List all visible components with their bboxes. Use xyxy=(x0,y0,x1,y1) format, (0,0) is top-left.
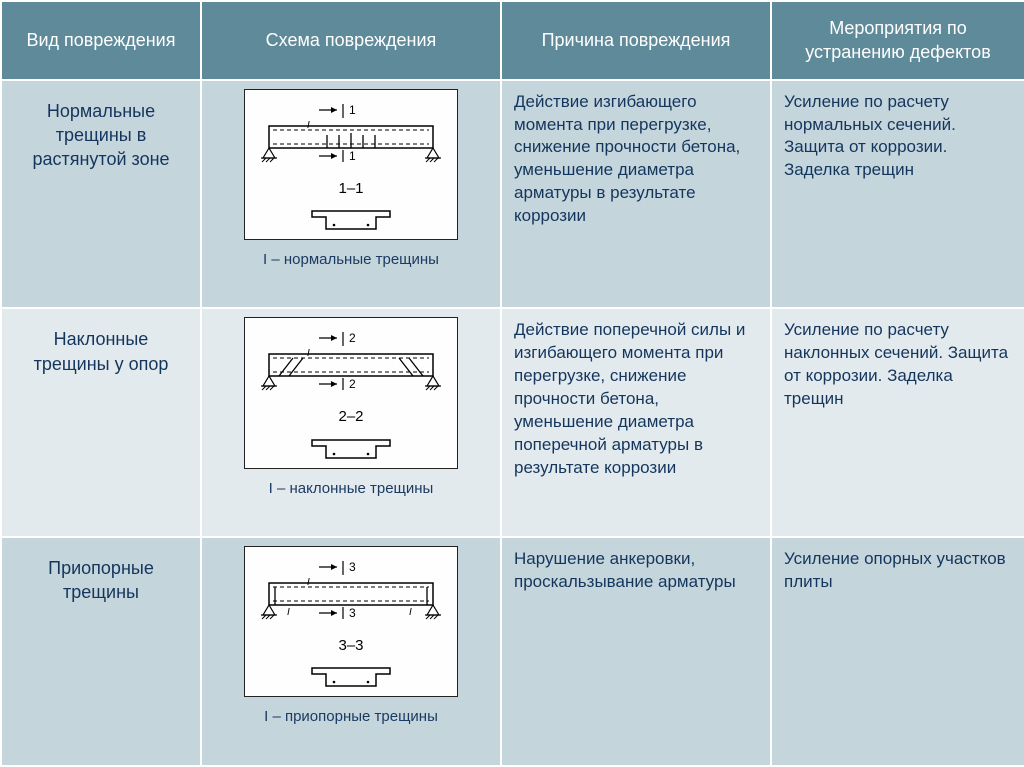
diagram-box: 2 2 I 2–2 xyxy=(244,317,458,468)
table-row: Приопорные трещины 3 3 I I I xyxy=(1,537,1024,766)
damage-type: Приопорные трещины xyxy=(1,537,201,766)
diagram-caption: I – наклонные трещины xyxy=(208,479,494,499)
header-type: Вид повреждения xyxy=(1,1,201,80)
damage-fix: Усиление опорных участков плиты xyxy=(771,537,1024,766)
header-row: Вид повреждения Схема повреждения Причин… xyxy=(1,1,1024,80)
damage-fix: Усиление по расчету наклонных сечений. З… xyxy=(771,308,1024,537)
diagram-caption: I – приопорные трещины xyxy=(208,707,494,727)
damage-type: Нормальные трещины в растянутой зоне xyxy=(1,80,201,309)
diagram-box: 3 3 I I I 3–3 xyxy=(244,546,458,697)
table-row: Наклонные трещины у опор 2 2 I xyxy=(1,308,1024,537)
damage-schema: 2 2 I 2–2 I – наклонные xyxy=(201,308,501,537)
header-cause: Причина повреждения xyxy=(501,1,771,80)
section-label: 3–3 xyxy=(251,636,451,656)
svg-text:I: I xyxy=(287,607,290,618)
damage-schema: 1 1 I 1–1 I – но xyxy=(201,80,501,309)
damage-schema: 3 3 I I I 3–3 I – приопор xyxy=(201,537,501,766)
table-row: Нормальные трещины в растянутой зоне 1 1… xyxy=(1,80,1024,309)
svg-text:1: 1 xyxy=(349,149,356,163)
damage-fix: Усиление по расчету нормальных сечений. … xyxy=(771,80,1024,309)
svg-text:3: 3 xyxy=(349,606,356,620)
svg-text:2: 2 xyxy=(349,331,356,345)
damage-cause: Действие поперечной силы и изгибающего м… xyxy=(501,308,771,537)
damage-cause: Нарушение анкеровки, проскальзывание арм… xyxy=(501,537,771,766)
svg-text:3: 3 xyxy=(349,560,356,574)
damage-table: Вид повреждения Схема повреждения Причин… xyxy=(0,0,1024,767)
damage-cause: Действие изгибающего момента при перегру… xyxy=(501,80,771,309)
svg-text:I: I xyxy=(409,607,412,618)
section-label: 1–1 xyxy=(251,179,451,199)
diagram-caption: I – нормальные трещины xyxy=(208,250,494,270)
svg-text:2: 2 xyxy=(349,377,356,391)
damage-type: Наклонные трещины у опор xyxy=(1,308,201,537)
header-schema: Схема повреждения xyxy=(201,1,501,80)
section-label: 2–2 xyxy=(251,407,451,427)
svg-text:1: 1 xyxy=(349,103,356,117)
diagram-box: 1 1 I 1–1 xyxy=(244,89,458,240)
header-fix: Мероприятия по устранению дефектов xyxy=(771,1,1024,80)
